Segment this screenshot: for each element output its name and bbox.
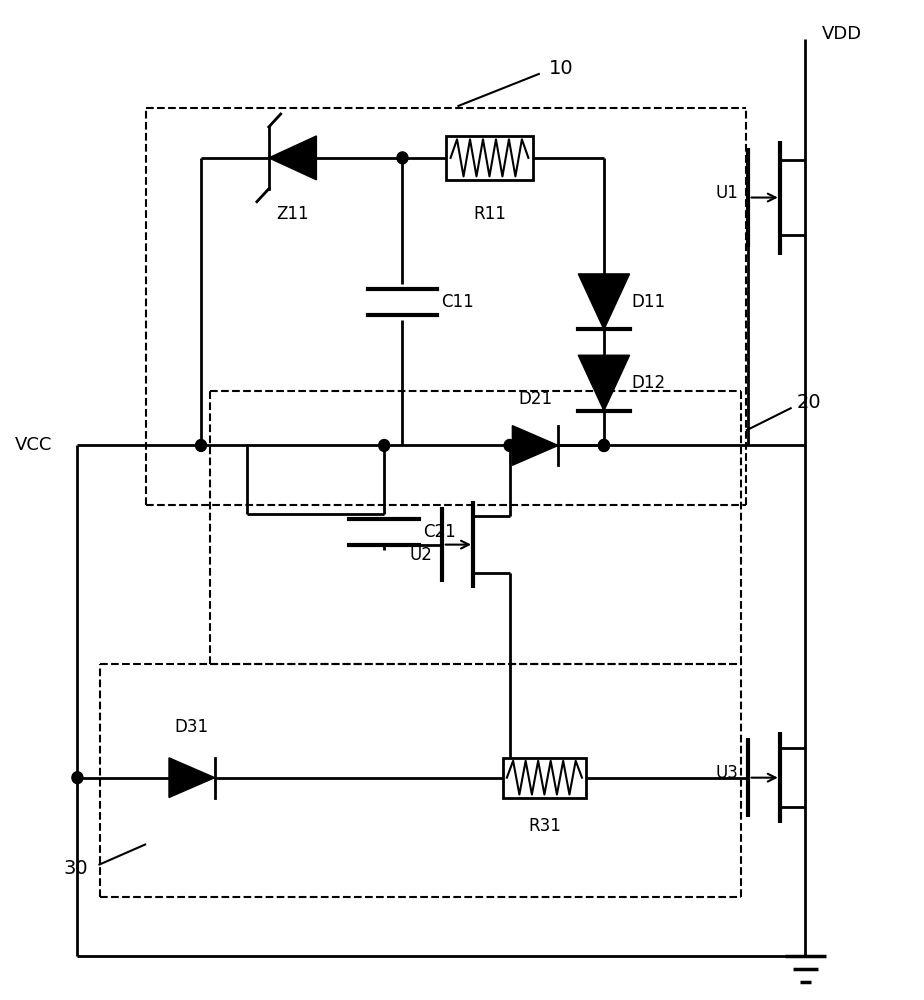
Text: Z11: Z11 xyxy=(276,205,309,223)
Text: 10: 10 xyxy=(549,59,574,78)
Bar xyxy=(446,136,533,180)
Text: 30: 30 xyxy=(64,859,89,878)
Polygon shape xyxy=(269,136,316,180)
Text: D21: D21 xyxy=(518,390,553,408)
Circle shape xyxy=(599,440,610,451)
Text: D31: D31 xyxy=(175,718,209,736)
Text: U2: U2 xyxy=(410,546,432,564)
Text: R31: R31 xyxy=(528,817,561,835)
Polygon shape xyxy=(169,758,214,798)
Polygon shape xyxy=(513,426,558,465)
Text: U3: U3 xyxy=(716,764,738,782)
Text: U1: U1 xyxy=(716,184,738,202)
Bar xyxy=(504,758,586,798)
Circle shape xyxy=(72,772,83,784)
Text: C21: C21 xyxy=(422,523,456,541)
Circle shape xyxy=(397,152,408,164)
Text: R11: R11 xyxy=(473,205,506,223)
Text: VCC: VCC xyxy=(15,436,53,454)
Text: D12: D12 xyxy=(631,374,665,392)
Circle shape xyxy=(599,440,610,451)
Circle shape xyxy=(379,440,390,451)
Polygon shape xyxy=(578,274,629,329)
Text: D11: D11 xyxy=(631,293,665,311)
Circle shape xyxy=(505,440,515,451)
Text: VDD: VDD xyxy=(821,25,862,43)
Text: C11: C11 xyxy=(441,293,474,311)
Circle shape xyxy=(196,440,207,451)
Polygon shape xyxy=(578,355,629,411)
Text: 20: 20 xyxy=(796,393,821,412)
